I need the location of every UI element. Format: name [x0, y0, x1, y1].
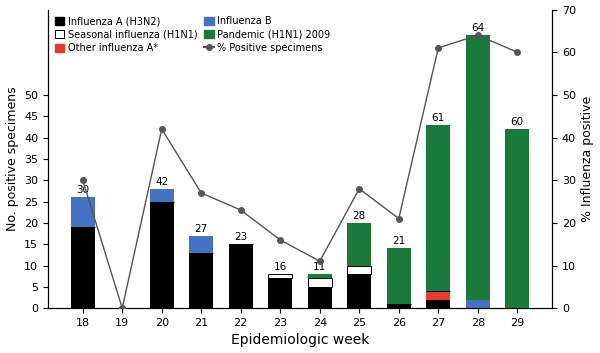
% Positive specimens: [316, 259, 323, 263]
Bar: [71, 197, 95, 227]
Y-axis label: % Influenza positive: % Influenza positive: [581, 96, 595, 222]
Bar: [347, 223, 371, 265]
Line: % Positive specimens: % Positive specimens: [80, 32, 520, 311]
% Positive specimens: [277, 238, 284, 242]
Bar: [190, 236, 213, 253]
Text: 28: 28: [353, 211, 366, 221]
Bar: [466, 35, 490, 300]
Bar: [308, 287, 332, 308]
% Positive specimens: [395, 216, 403, 221]
Bar: [150, 202, 173, 308]
Bar: [150, 189, 173, 202]
X-axis label: Epidemiologic week: Epidemiologic week: [231, 334, 369, 347]
Y-axis label: No. positive specimens: No. positive specimens: [5, 86, 19, 231]
Bar: [427, 300, 450, 308]
Bar: [387, 304, 410, 308]
Bar: [347, 274, 371, 308]
Text: 30: 30: [76, 185, 89, 195]
Text: 21: 21: [392, 236, 406, 246]
% Positive specimens: [474, 33, 481, 37]
Bar: [229, 244, 253, 308]
Bar: [427, 125, 450, 291]
Text: 64: 64: [471, 23, 484, 33]
% Positive specimens: [434, 46, 442, 50]
% Positive specimens: [119, 306, 126, 310]
Text: 23: 23: [234, 232, 247, 242]
Bar: [347, 265, 371, 274]
Bar: [71, 227, 95, 308]
% Positive specimens: [158, 127, 166, 131]
Text: 27: 27: [194, 223, 208, 234]
Bar: [308, 274, 332, 278]
% Positive specimens: [237, 208, 244, 212]
Bar: [268, 278, 292, 308]
Bar: [308, 278, 332, 287]
Bar: [427, 291, 450, 300]
Bar: [466, 300, 490, 308]
Text: 42: 42: [155, 176, 169, 187]
Text: 16: 16: [274, 262, 287, 272]
Text: 61: 61: [431, 113, 445, 122]
% Positive specimens: [356, 187, 363, 191]
Bar: [505, 129, 529, 308]
Bar: [387, 249, 410, 304]
% Positive specimens: [197, 191, 205, 195]
Text: 11: 11: [313, 262, 326, 272]
% Positive specimens: [79, 178, 86, 182]
% Positive specimens: [514, 50, 521, 54]
Legend: Influenza A (H3N2), Seasonal influenza (H1N1), Other influenza A*, Influenza B, : Influenza A (H3N2), Seasonal influenza (…: [53, 14, 332, 55]
Bar: [268, 274, 292, 278]
Text: 60: 60: [511, 117, 524, 127]
Bar: [190, 253, 213, 308]
